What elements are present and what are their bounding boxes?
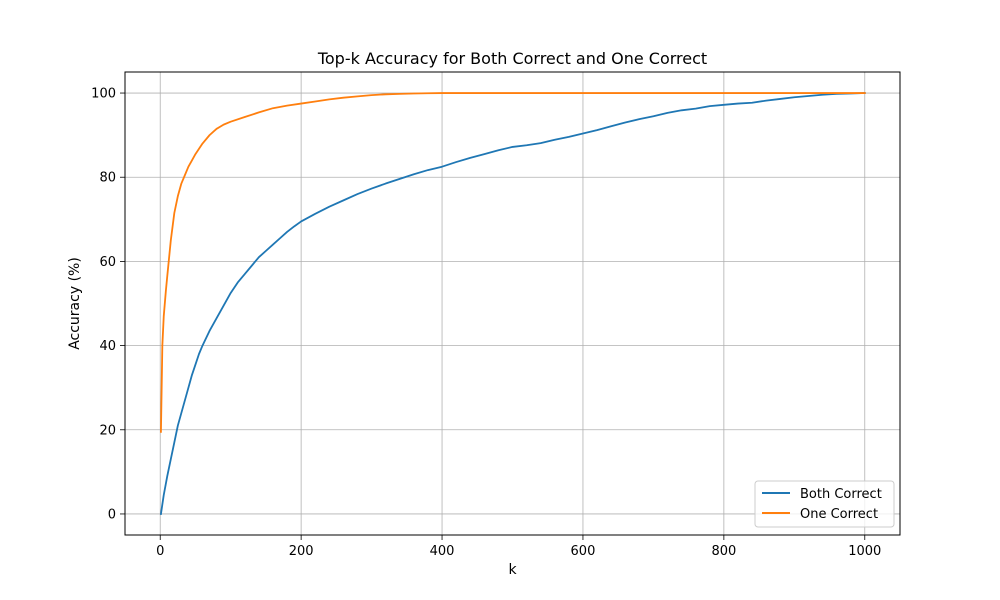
legend-label-one-correct: One Correct <box>800 507 878 522</box>
y-tick-label: 100 <box>91 87 116 102</box>
y-tick-label: 80 <box>99 171 116 186</box>
plot-frame <box>124 71 901 536</box>
y-tick-label: 20 <box>99 423 116 438</box>
legend: Both Correct One Correct <box>754 480 895 528</box>
y-tick-label: 40 <box>99 339 116 354</box>
x-tick-label: 200 <box>289 544 314 559</box>
legend-label-both-correct: Both Correct <box>800 487 882 502</box>
series-line-one-correct <box>160 92 866 433</box>
chart-title: Top-k Accuracy for Both Correct and One … <box>317 49 707 68</box>
ticks: 0 200 400 600 800 1000 0 20 40 60 80 100 <box>91 87 881 559</box>
x-tick-label: 0 <box>156 544 164 559</box>
x-axis-label: k <box>508 562 517 578</box>
x-tick-label: 400 <box>430 544 455 559</box>
x-tick-label: 600 <box>571 544 596 559</box>
y-axis-label: Accuracy (%) <box>67 257 83 350</box>
series-layer <box>159 92 866 515</box>
series-line-both-correct <box>159 92 866 515</box>
y-tick-label: 0 <box>108 507 116 522</box>
x-tick-label: 800 <box>711 544 736 559</box>
x-tick-label: 1000 <box>848 544 881 559</box>
y-tick-label: 60 <box>99 255 116 270</box>
